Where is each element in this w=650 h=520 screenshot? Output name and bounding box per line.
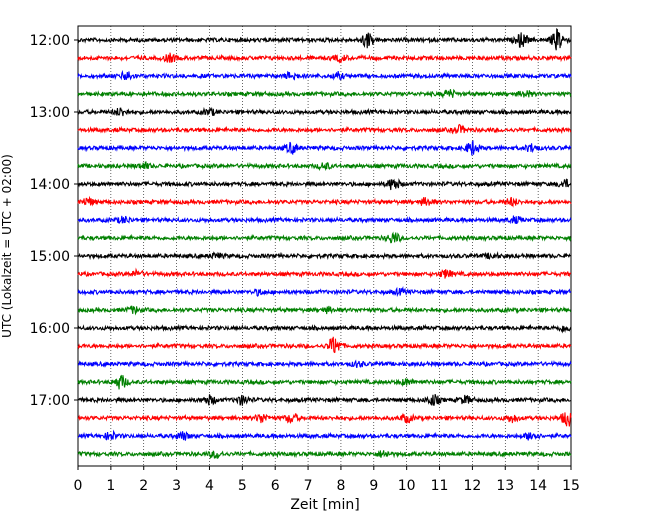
y-axis: 12:00 13:00 14:00 15:00 16:00 17:00: [30, 33, 78, 409]
y-tick-label: 13:00: [30, 105, 70, 121]
trace-group: [77, 28, 572, 460]
x-axis-label: Zeit [min]: [290, 497, 359, 513]
y-tick-label: 17:00: [30, 393, 70, 409]
vertical-grid: [110, 26, 539, 466]
trace-row: [77, 69, 572, 81]
trace-row: [77, 323, 572, 334]
x-tick-label: 10: [398, 478, 416, 494]
x-tick-label: 15: [562, 478, 580, 494]
trace-row: [77, 267, 572, 279]
trace-row: [77, 251, 572, 261]
x-tick-label: 8: [336, 478, 345, 494]
x-tick-label: 14: [529, 478, 547, 494]
plot-frame: [77, 25, 572, 467]
x-tick-label: 6: [271, 478, 280, 494]
trace-row: [77, 123, 572, 135]
y-axis-label: UTC (Lokalzeit = UTC + 02:00): [0, 154, 14, 338]
x-tick-label: 0: [74, 478, 83, 494]
x-tick-label: 7: [304, 478, 313, 494]
x-tick-label: 12: [463, 478, 481, 494]
trace-row: [77, 106, 572, 117]
x-axis: 0 1 2 3 4 5 6 7 8 9 10 11 12 13 14 15: [74, 466, 580, 494]
trace-row: [77, 286, 572, 298]
trace-row: [77, 140, 572, 156]
trace-row: [77, 161, 572, 172]
x-tick-label: 1: [106, 478, 115, 494]
y-tick-label: 14:00: [30, 177, 70, 193]
trace-row: [77, 88, 572, 100]
trace-row: [77, 195, 572, 208]
y-tick-label: 15:00: [30, 249, 70, 265]
y-tick-label: 16:00: [30, 321, 70, 337]
trace-row: [77, 359, 572, 369]
trace-row: [77, 215, 572, 225]
trace-row: [77, 449, 572, 460]
x-tick-label: 4: [205, 478, 214, 494]
trace-row: [77, 28, 572, 51]
trace-row: [77, 305, 572, 316]
x-tick-label: 2: [139, 478, 148, 494]
x-tick-label: 11: [431, 478, 449, 494]
trace-row: [77, 374, 572, 390]
trace-row: [77, 336, 572, 354]
trace-row: [77, 412, 572, 427]
trace-row: [77, 52, 572, 64]
x-tick-label: 9: [369, 478, 378, 494]
x-tick-label: 13: [496, 478, 514, 494]
trace-row: [77, 429, 572, 441]
trace-row: [77, 231, 572, 244]
trace-row: [77, 178, 572, 191]
y-tick-label: 12:00: [30, 33, 70, 49]
x-tick-label: 5: [238, 478, 247, 494]
x-tick-label: 3: [172, 478, 181, 494]
trace-row: [77, 394, 572, 406]
